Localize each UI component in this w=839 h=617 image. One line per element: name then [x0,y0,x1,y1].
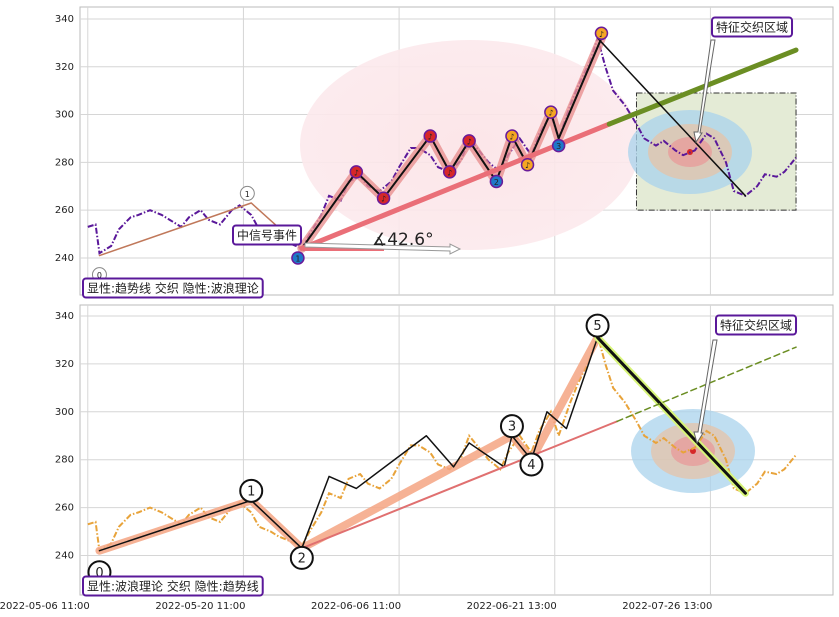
annotation-box [232,224,303,246]
x-tick-label: 2022-06-21 13:00 [467,601,557,612]
signal-label: ♪ [599,30,604,39]
y-tick-label: 300 [55,407,74,418]
annotation: 中信号事件 [237,228,297,243]
signal-marker [349,165,364,179]
callout-arrow [693,339,718,445]
y-tick-label: 260 [55,205,74,216]
signal-marker [505,129,519,143]
signal-label: 1 [245,190,250,199]
overlay-line [606,47,799,127]
annotation-box [82,575,264,597]
signal-label: ♪ [525,161,530,170]
angle-label: ∡42.6° [372,230,434,250]
signal-marker [376,191,391,205]
y-tick-label: 240 [55,550,74,561]
wave-label: 1 [247,484,255,499]
wave-label: 0 [95,566,103,581]
signal-label: ♪ [447,168,452,177]
angle-arrow [304,242,462,255]
signal-label: ♪ [381,195,386,204]
x-tick-label: 2022-05-20 11:00 [155,601,245,612]
annotation-box [711,16,794,38]
price-line [87,331,797,553]
signal-marker [594,26,609,41]
x-tick-label: 2022-07-26 13:00 [622,601,712,612]
overlay-line [300,420,619,550]
wave-marker [519,452,544,477]
y-tick-label: 340 [55,311,74,322]
signal-label: 0 [97,271,102,280]
signal-label: ♪ [509,133,514,142]
wave-marker [585,313,610,338]
y-tick-label: 340 [55,14,74,25]
overlay-line [596,336,747,495]
wave-marker [239,478,264,503]
y-tick-label: 240 [55,253,74,264]
signal-marker [291,251,305,265]
signal-label: 1 [295,254,300,263]
wave-marker [499,414,524,439]
y-tick-label: 260 [55,503,74,514]
y-tick-label: 320 [55,62,74,73]
annotation: 特征交织区域 [716,20,788,35]
overlay-line [616,346,797,423]
signal-marker [551,138,566,153]
callout-arrow [693,39,716,144]
signal-label: ♪ [428,133,433,142]
y-tick-label: 320 [55,359,74,370]
signal-label: 3 [556,142,561,151]
signal-label: ♪ [467,137,472,146]
wave-marker [289,545,314,570]
wave-label: 4 [527,458,535,473]
signal-marker [239,185,255,201]
annotation: 特征交织区域 [720,318,792,333]
wave-label: 3 [508,420,516,435]
x-tick-label: 2022-06-06 11:00 [311,601,401,612]
annotation: 显性:波浪理论 交织 隐性:趋势线 [87,579,259,594]
signal-label: 2 [494,178,499,187]
annotation-box [715,314,798,336]
wave-label: 2 [298,551,306,566]
annotation-box [82,277,264,299]
overlay-line [98,336,599,552]
wave-label: 5 [593,319,601,334]
signal-marker [489,174,504,189]
signal-label: ♪ [354,168,359,177]
signal-marker [442,165,457,179]
price-line [87,34,797,255]
overlay-line [596,37,747,197]
signal-marker [544,105,558,119]
signal-marker [520,157,535,172]
signal-marker [423,129,437,143]
y-tick-label: 280 [55,157,74,168]
annotation: 显性:趋势线 交织 隐性:波浪理论 [87,281,259,296]
y-tick-label: 280 [55,455,74,466]
x-tick-label: 2022-05-06 11:00 [0,601,90,612]
y-tick-label: 300 [55,110,74,121]
signal-marker [462,134,476,148]
signal-label: ♪ [548,109,553,118]
